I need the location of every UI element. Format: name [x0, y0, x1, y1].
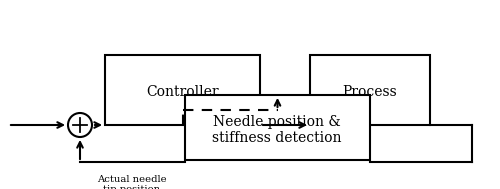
- Text: Needle position &
stiffness detection: Needle position & stiffness detection: [212, 115, 342, 145]
- Text: Controller: Controller: [146, 85, 220, 99]
- Text: Process: Process: [342, 85, 398, 99]
- Bar: [105, 55, 260, 125]
- Text: Actual needle
tip position: Actual needle tip position: [97, 175, 167, 189]
- Bar: [185, 95, 370, 160]
- Bar: [310, 55, 430, 125]
